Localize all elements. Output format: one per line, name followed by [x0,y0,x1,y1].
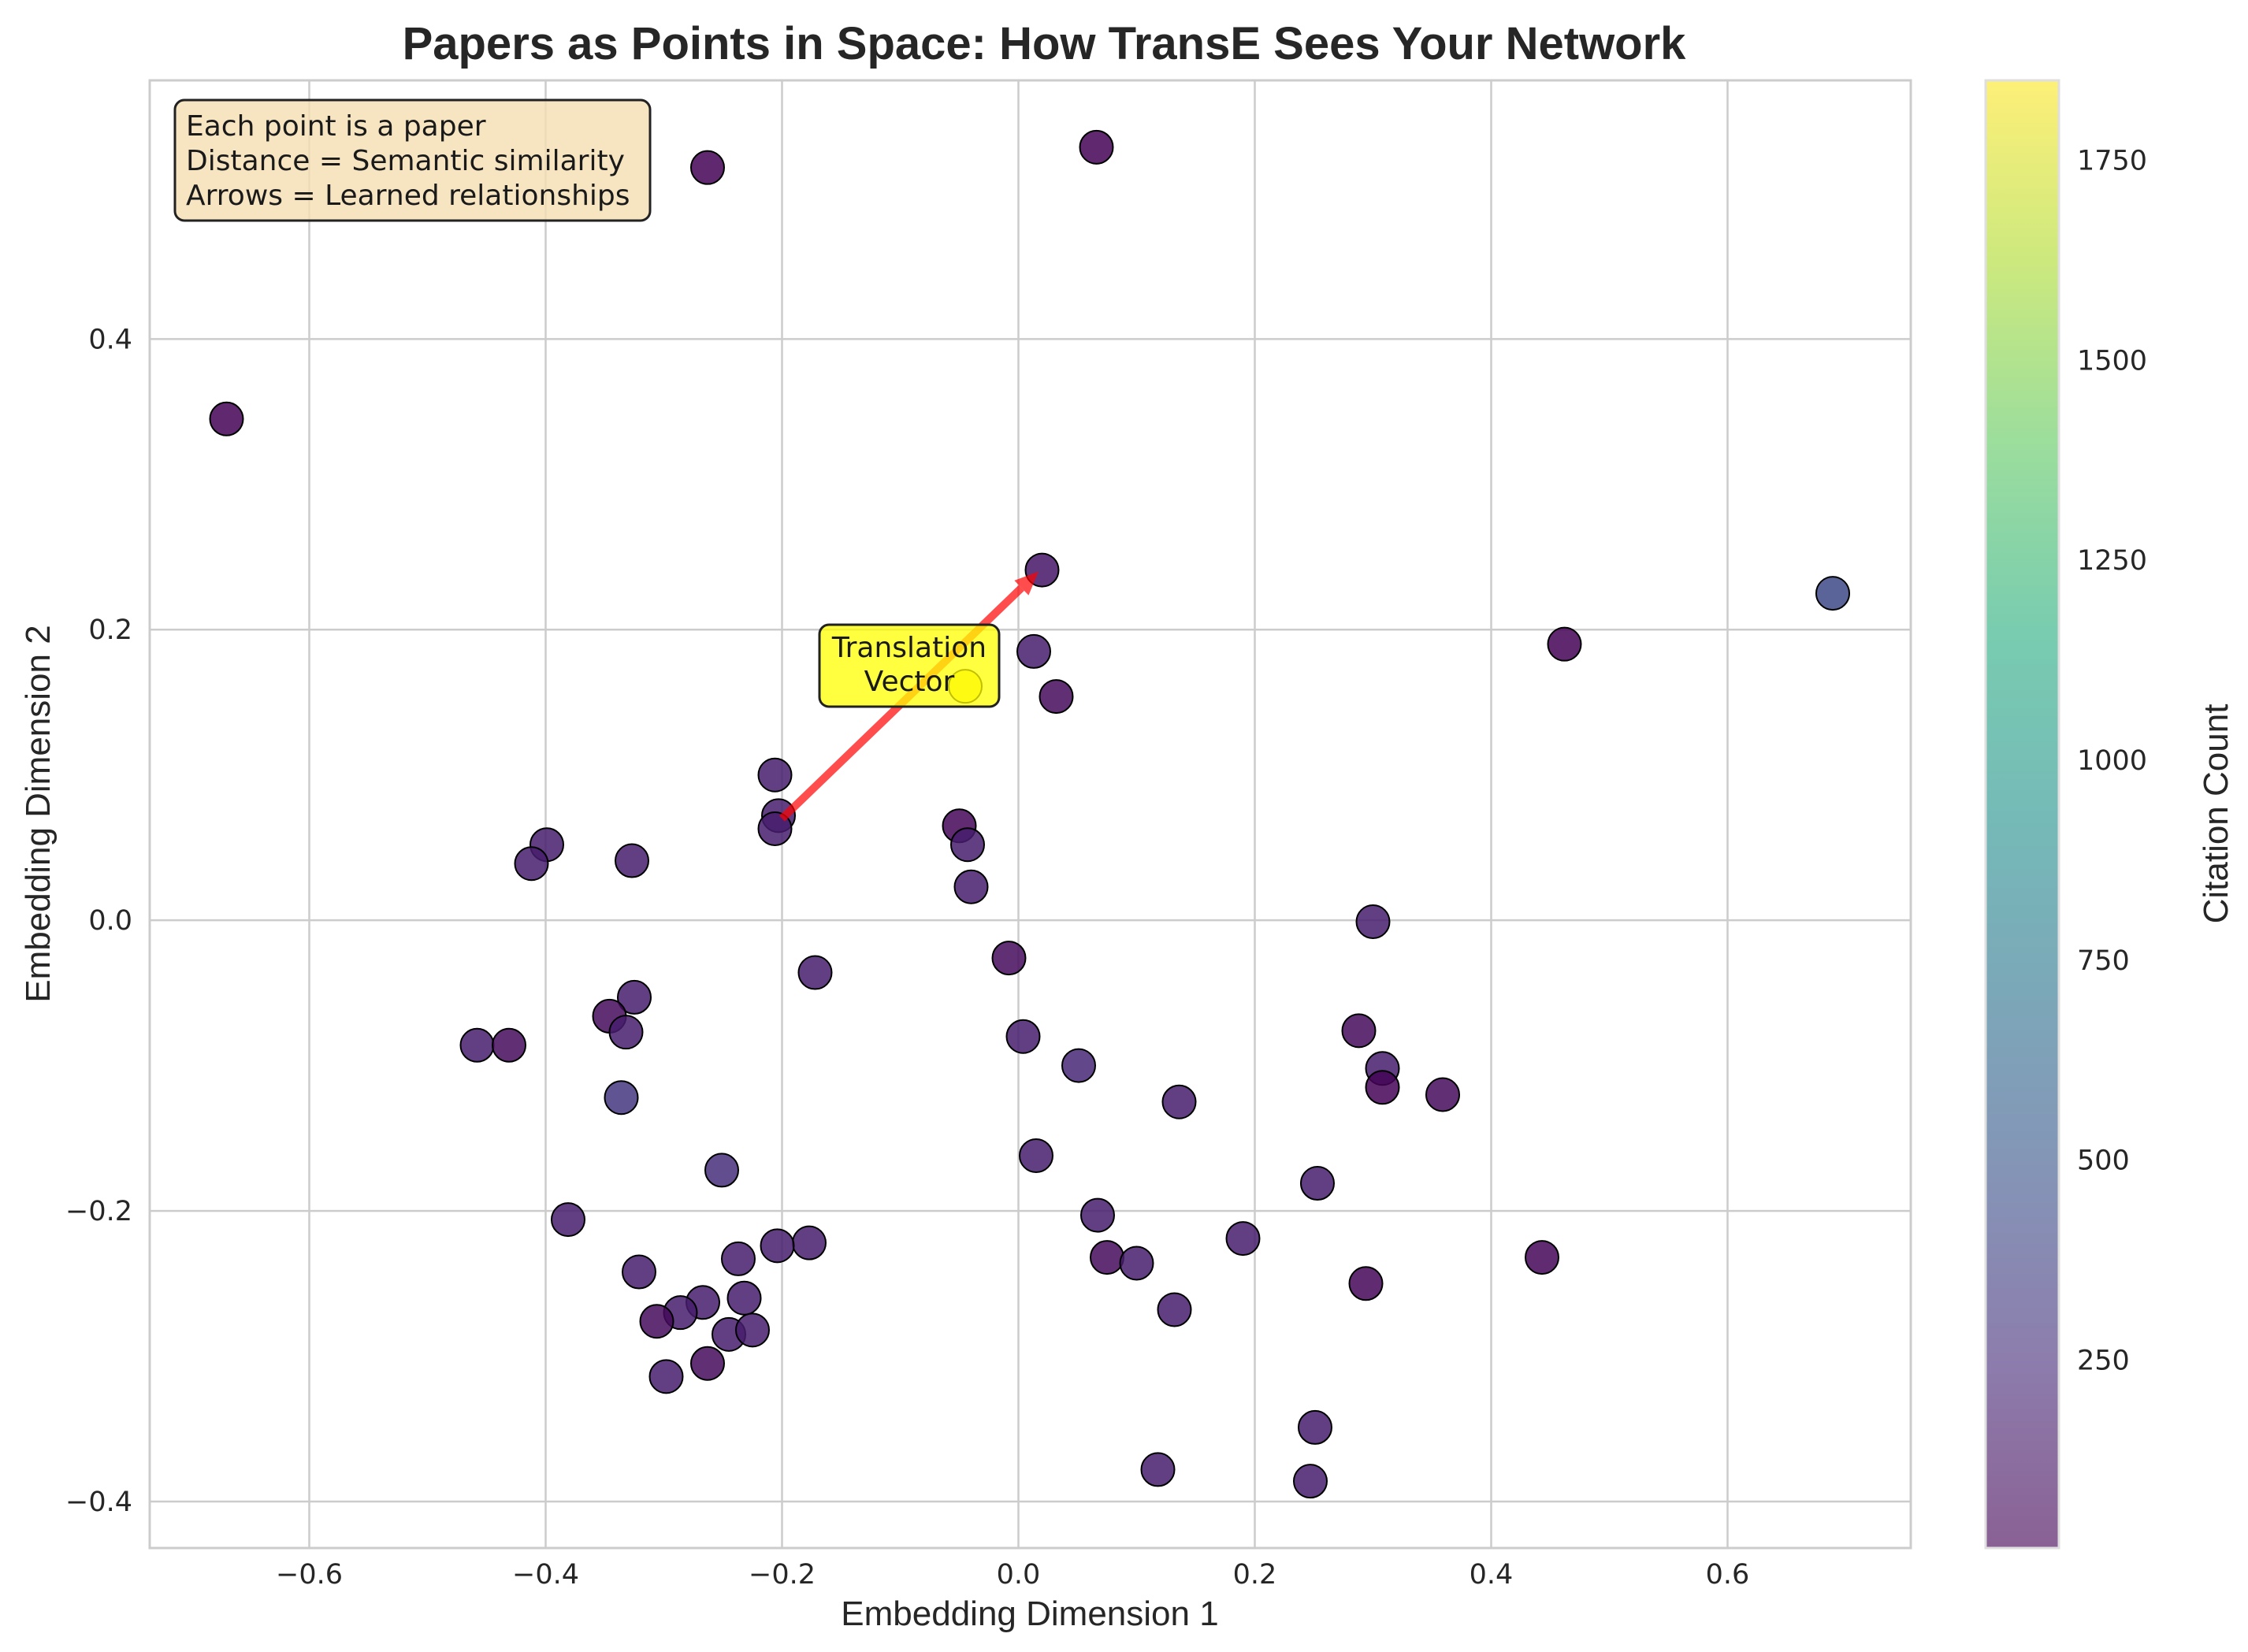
grid-lines [150,80,1911,1548]
y-tick-label: 0.0 [88,905,132,937]
data-point [953,869,989,904]
data-point [1298,1409,1332,1445]
data-point [1140,1452,1176,1487]
data-point [459,1027,495,1063]
data-point [1225,1221,1261,1257]
colorbar-tick-label: 1500 [2077,345,2147,377]
data-point [608,1015,644,1050]
x-tick-label: 0.0 [997,1559,1041,1591]
data-point [1005,1019,1041,1054]
info-box-line-3: Arrows = Learned relationships [186,180,630,212]
colorbar-tick-label: 500 [2077,1145,2130,1177]
colorbar-label: Citation Count [2197,704,2235,924]
data-point [760,1228,795,1264]
info-box: Each point is a paper Distance = Semanti… [173,98,652,222]
data-point [1547,626,1582,662]
data-point [704,1153,739,1188]
data-point [757,811,793,846]
chart-title: Papers as Points in Space: How TransE Se… [403,18,1687,69]
data-point [1525,1240,1559,1275]
x-tick-labels: −0.6 −0.4 −0.2 0.0 0.2 0.4 0.6 [276,1559,1749,1591]
data-point [797,955,833,990]
x-tick-label: 0.2 [1233,1559,1277,1591]
plot-area [150,80,1911,1548]
colorbar: 250 500 750 1000 1250 1500 1750 Citation Count [1984,79,2235,1550]
data-point [1815,576,1850,611]
data-point [615,843,649,878]
x-tick-label: −0.4 [512,1559,579,1591]
colorbar-tick-label: 1750 [2077,146,2147,177]
annotation-box: Translation Vector [818,623,1001,708]
data-point [1157,1292,1192,1327]
data-point [1061,1048,1096,1083]
x-tick-label: 0.6 [1706,1559,1750,1591]
data-point [639,1304,674,1339]
data-point [1039,679,1074,715]
data-point [1079,129,1114,165]
x-tick-label: 0.4 [1470,1559,1514,1591]
y-axis-label: Embedding Dimension 2 [19,625,58,1002]
data-point [1355,904,1391,939]
y-tick-label: −0.2 [65,1196,132,1227]
data-points [209,129,1850,1499]
data-point [792,1225,827,1260]
data-point [1341,1013,1377,1049]
info-box-line-1: Each point is a paper [186,110,486,143]
colorbar-tick-labels: 250 500 750 1000 1250 1500 1750 [2077,146,2147,1377]
colorbar-tick-label: 750 [2077,945,2130,977]
colorbar-gradient [1984,79,2060,1550]
data-point [1090,1240,1124,1275]
data-point [209,401,244,436]
data-point [991,941,1027,976]
data-point [757,757,793,793]
plot-frame [148,79,1912,1550]
data-point [1019,1138,1053,1173]
y-tick-label: 0.2 [88,614,132,646]
data-point [1425,1077,1460,1112]
colorbar-tick-label: 1250 [2077,545,2147,577]
data-point [492,1027,526,1063]
x-tick-label: −0.2 [749,1559,816,1591]
data-point [622,1254,656,1290]
x-axis-label: Embedding Dimension 1 [841,1594,1218,1633]
data-point [1016,633,1051,669]
data-point [1293,1464,1328,1499]
data-point [950,827,985,863]
data-point [1365,1070,1400,1105]
info-box-line-2: Distance = Semantic similarity [186,145,625,177]
data-point [1300,1166,1335,1201]
data-point [551,1202,585,1238]
data-point [1161,1084,1197,1119]
y-tick-label: 0.4 [88,324,132,355]
data-point [1080,1197,1115,1233]
data-point [690,150,725,185]
data-point [648,1359,684,1394]
annotation-line-2: Vector [864,666,955,698]
data-point [726,1280,762,1316]
data-point [721,1241,756,1276]
arrow-head [1014,571,1039,596]
data-point [690,1346,725,1381]
data-point [604,1080,639,1116]
x-tick-label: −0.6 [276,1559,343,1591]
colorbar-tick-label: 1000 [2077,745,2147,777]
data-point [514,846,549,882]
annotation-line-1: Translation [831,632,987,664]
colorbar-tick-label: 250 [2077,1345,2130,1376]
data-point [1348,1266,1384,1301]
data-point [617,979,652,1015]
data-point [735,1312,770,1348]
data-point [1119,1245,1154,1281]
y-tick-labels: −0.4 −0.2 0.0 0.2 0.4 [65,324,132,1518]
y-tick-label: −0.4 [65,1487,132,1518]
